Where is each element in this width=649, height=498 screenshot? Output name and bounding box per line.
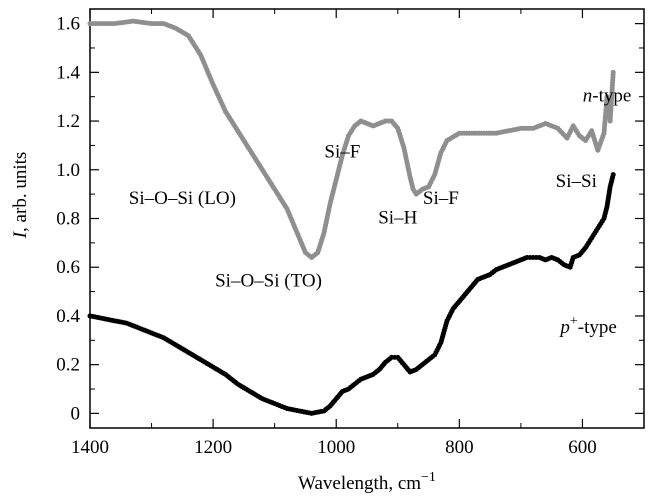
y-tick-label: 1.6 — [56, 14, 80, 35]
y-tick-label: 0.6 — [56, 257, 80, 278]
x-tick-label: 1000 — [317, 437, 355, 458]
x-axis-label-text: Wavelength, cm — [298, 473, 421, 494]
data-point — [610, 172, 616, 178]
x-axis-label-superscript: −1 — [421, 470, 436, 485]
data-point — [610, 69, 616, 75]
y-tick-label: 1.2 — [56, 111, 80, 132]
x-tick-label: 1400 — [71, 437, 109, 458]
x-tick-label: 800 — [445, 437, 474, 458]
series-p-type — [87, 172, 616, 416]
annotation-label: n-type — [583, 86, 632, 107]
annotation-label: p+-type — [558, 314, 616, 338]
x-tick-label: 1200 — [194, 437, 232, 458]
annotation-label: Si–O–Si (TO) — [215, 271, 322, 292]
y-tick-label: 0 — [71, 403, 81, 424]
annotation-label: Si–Si — [556, 171, 597, 192]
y-tick-label: 0.4 — [56, 306, 80, 327]
y-tick-label: 0.8 — [56, 209, 80, 230]
x-tick-label: 600 — [568, 437, 597, 458]
series-n-type — [87, 18, 616, 260]
y-tick-label: 0.2 — [56, 355, 80, 376]
annotations: n-type p+-type Si–O–Si (LO) Si–O–Si (TO) Si–… — [129, 86, 632, 338]
y-axis-label: I, arb. units — [10, 152, 31, 240]
annotation-label: Si–F — [423, 188, 459, 209]
y-tick-label: 1.4 — [56, 62, 80, 83]
plot-frame — [89, 8, 645, 429]
annotation-label: Si–F — [324, 142, 360, 163]
annotation-label: Si–O–Si (LO) — [129, 188, 236, 209]
axis-ticks: 1400 1200 1000 800 600 0 0.2 0.4 0.6 0.8 1.0 1.2 1.4… — [56, 9, 645, 458]
x-axis-label: Wavelength, cm−1 — [298, 470, 436, 494]
data-series — [87, 18, 616, 416]
y-tick-label: 1.0 — [56, 160, 80, 181]
y-axis-label-symbol: I — [10, 230, 31, 239]
y-axis-label-text: , arb. units — [10, 152, 31, 232]
annotation-label: Si–H — [378, 207, 417, 228]
